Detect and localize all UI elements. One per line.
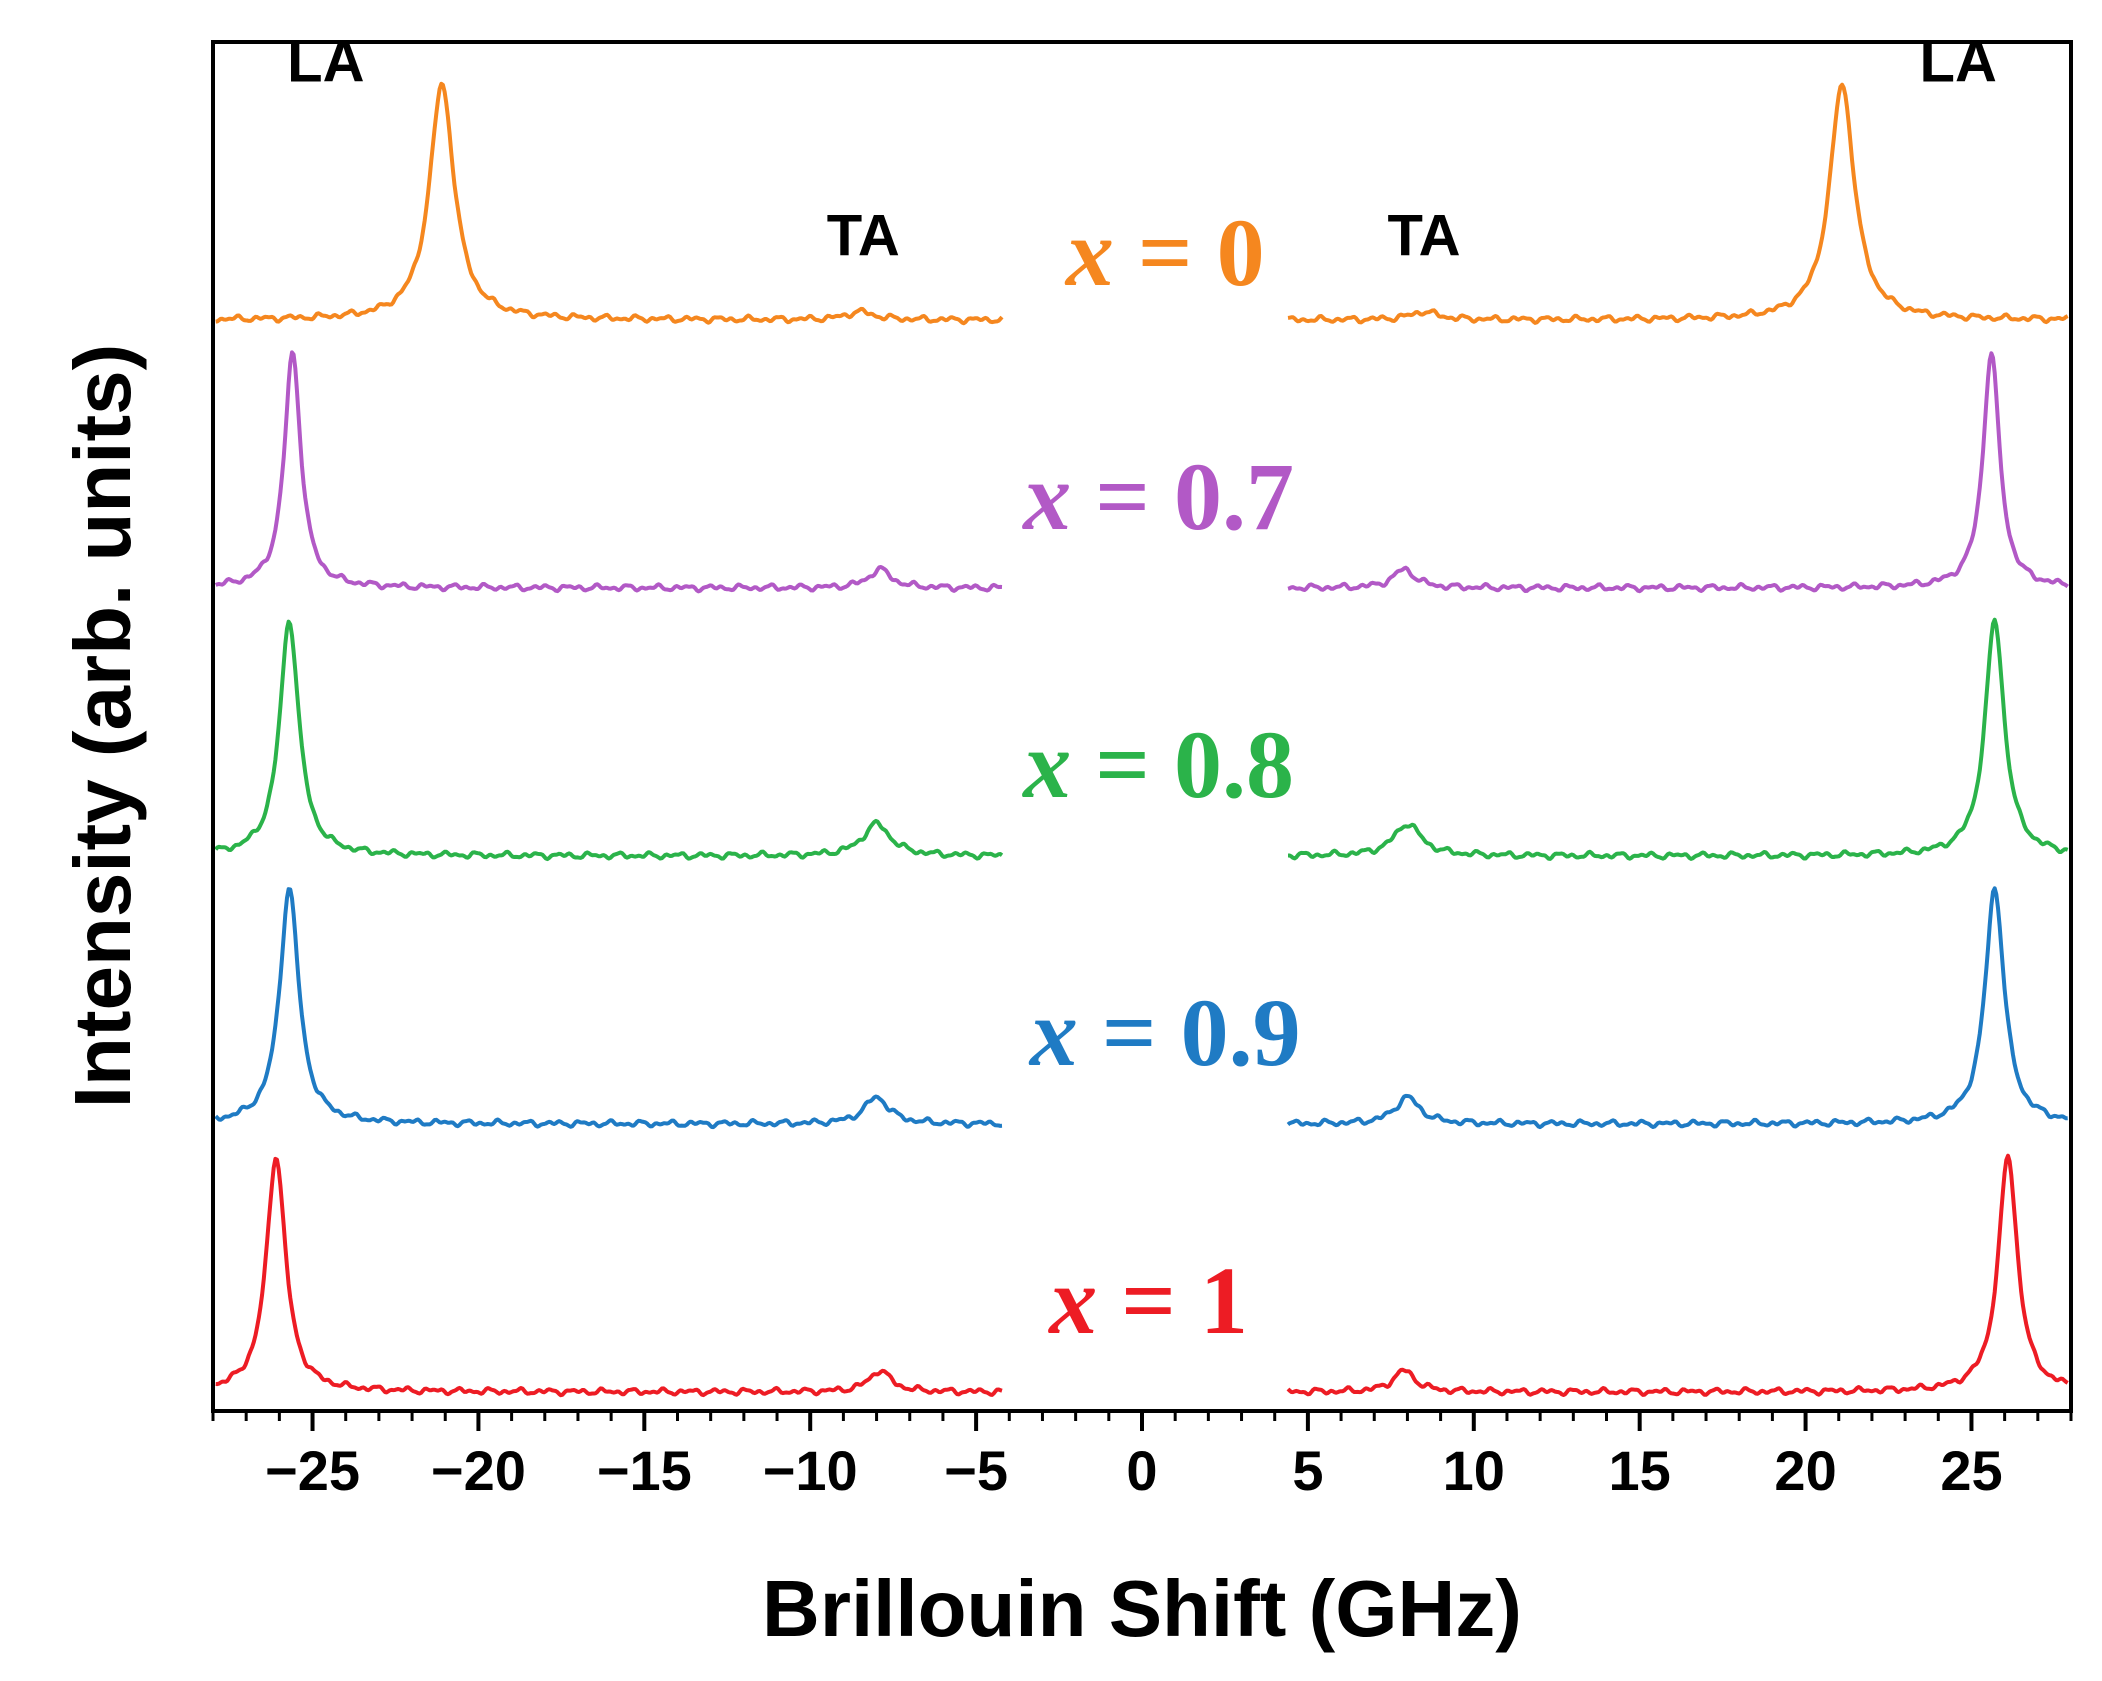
x-tick-label: 15 xyxy=(1609,1439,1671,1502)
series-line-4-negative xyxy=(215,1156,1003,1398)
series-label-3: x = 0.9 xyxy=(1028,979,1301,1086)
x-tick-label: 0 xyxy=(1126,1439,1157,1502)
x-tick-label: 20 xyxy=(1774,1439,1836,1502)
series-label-2: x = 0.8 xyxy=(1021,711,1294,818)
peak-label-ta-1: TA xyxy=(827,204,900,269)
series-line-3-positive xyxy=(1286,886,2068,1130)
plot-frame xyxy=(211,40,2073,1413)
x-tick-label: −5 xyxy=(944,1439,1008,1502)
series-line-4-positive xyxy=(1286,1153,2069,1397)
series-line-2-positive xyxy=(1287,617,2069,861)
x-tick-label: −20 xyxy=(431,1439,526,1502)
series-line-0-positive xyxy=(1287,82,2069,325)
x-tick-label: −25 xyxy=(265,1439,360,1502)
series-layer xyxy=(214,81,2069,1398)
x-axis-title: Brillouin Shift (GHz) xyxy=(762,1564,1522,1653)
series-line-3-negative xyxy=(214,887,1003,1130)
x-tick-label: 5 xyxy=(1292,1439,1323,1502)
peak-label-la-0: LA xyxy=(287,29,364,94)
peak-label-la-3: LA xyxy=(1920,29,1997,94)
series-line-1-positive xyxy=(1287,351,2069,594)
x-tick-label: −15 xyxy=(597,1439,692,1502)
series-line-0-negative xyxy=(215,81,1004,326)
axis-layer: −25 −20 −15 −10 −5 0 5 10 15 20 25 xyxy=(211,1411,2073,1502)
series-label-4: x = 1 xyxy=(1047,1247,1248,1354)
peak-label-ta-2: TA xyxy=(1388,204,1461,269)
series-line-1-negative xyxy=(214,350,1003,594)
x-tick-label: 10 xyxy=(1443,1439,1505,1502)
x-tick-label: 25 xyxy=(1940,1439,2002,1502)
label-layer: x = 0 x = 0.7 x = 0.8 x = 0.9 x = 1 LA TA TA LA xyxy=(287,29,1997,1354)
series-label-1: x = 0.7 xyxy=(1021,443,1294,550)
series-label-0: x = 0 xyxy=(1064,199,1265,306)
x-tick-label: −10 xyxy=(763,1439,858,1502)
y-axis-title: Intensity (arb. units) xyxy=(58,344,147,1109)
series-line-2-negative xyxy=(214,619,1004,862)
